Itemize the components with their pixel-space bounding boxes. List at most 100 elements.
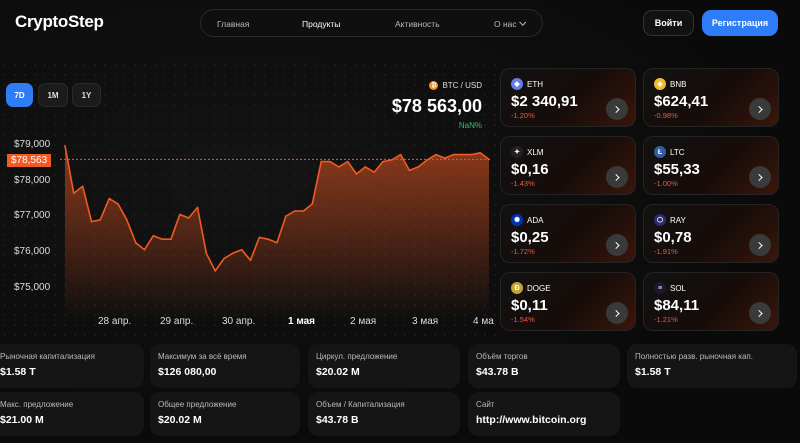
price-point: [205, 252, 208, 255]
x-tick: 1 мая: [288, 316, 316, 327]
chevron-right-icon: [612, 309, 620, 317]
coin-price: $0,25: [511, 229, 549, 246]
stat-market-cap: Рыночная капитализация $1.58 T: [0, 344, 144, 388]
y-tick: $75,000: [14, 282, 51, 293]
x-tick: 29 апр.: [160, 316, 194, 327]
top-header: CryptoStep Главная Продукты Активность О…: [0, 0, 800, 46]
logo[interactable]: CryptoStep: [15, 12, 104, 31]
price-change: NaN%: [458, 121, 482, 130]
price-point: [444, 157, 446, 159]
price-point: [417, 166, 420, 168]
price-point: [408, 169, 411, 172]
coin-symbol-row: ✺ ADA: [511, 214, 543, 226]
stat-value: $126 080,00: [158, 366, 217, 378]
coin-symbol-row: Ł LTC: [654, 146, 685, 158]
x-tick: 2 мая: [350, 316, 377, 327]
price-point: [373, 171, 376, 173]
coin-card-ada[interactable]: ✺ ADA $0,25 -1.72%: [500, 204, 636, 263]
nav-about-label: О нас: [494, 19, 517, 29]
price-point: [108, 197, 110, 200]
coin-price: $2 340,91: [511, 93, 578, 110]
chevron-right-icon: [755, 241, 763, 249]
nav-products[interactable]: Продукты: [302, 19, 341, 29]
coin-symbol-row: ≡ SOL: [654, 282, 686, 294]
price-point: [196, 206, 199, 209]
coin-card-bnb[interactable]: ◈ BNB $624,41 -0.98%: [643, 68, 779, 127]
register-button[interactable]: Регистрация: [702, 10, 778, 36]
login-button[interactable]: Войти: [643, 10, 694, 36]
stat-value: $20.02 M: [316, 366, 360, 378]
coin-card-doge[interactable]: Ð DOGE $0,11 -1.54%: [500, 272, 636, 331]
xlm-icon: ✦: [511, 146, 523, 158]
coin-symbol: RAY: [670, 215, 686, 225]
open-coin-button[interactable]: [606, 302, 628, 324]
y-tick: $76,000: [14, 246, 51, 257]
coin-symbol: XLM: [527, 147, 544, 157]
stat-label: Максимум за всё время: [158, 352, 247, 361]
coin-card-eth[interactable]: ◆ ETH $2 340,91 -1.20%: [500, 68, 636, 127]
price-point: [391, 159, 393, 161]
chevron-down-icon: [518, 18, 526, 26]
stat-total-supply: Общее предложение $20.02 M: [150, 392, 300, 436]
stat-value: $1.58 T: [0, 366, 36, 378]
chevron-right-icon: [612, 173, 620, 181]
coin-symbol-row: ◈ BNB: [654, 78, 686, 90]
coin-card-ray[interactable]: ⬡ RAY $0,78 -1.91%: [643, 204, 779, 263]
range-7d-button[interactable]: 7D: [6, 83, 33, 107]
price-point: [452, 153, 455, 156]
coin-symbol-row: ✦ XLM: [511, 146, 543, 158]
stat-max-supply: Макс. предложение $21.00 M: [0, 392, 144, 436]
coin-change: -1.54%: [511, 315, 535, 324]
chevron-right-icon: [755, 173, 763, 181]
open-coin-button[interactable]: [606, 98, 628, 120]
nav-activity[interactable]: Активность: [395, 19, 440, 29]
ada-icon: ✺: [511, 214, 523, 226]
stat-label: Объём торгов: [476, 352, 528, 361]
price-point: [99, 219, 102, 221]
price-point: [179, 213, 181, 216]
coin-price: $84,11: [654, 297, 700, 314]
nav-about[interactable]: О нас: [494, 18, 526, 29]
price-point: [426, 159, 429, 161]
current-price: $78 563,00: [391, 96, 482, 116]
pair-label: ₿ BTC / USD: [429, 81, 482, 90]
ray-icon: ⬡: [654, 214, 666, 226]
price-point: [382, 160, 384, 163]
stat-value: $43.78 B: [476, 366, 519, 378]
open-coin-button[interactable]: [749, 234, 771, 256]
coin-card-ltc[interactable]: Ł LTC $55,33 -1.00%: [643, 136, 779, 195]
stat-label: Рыночная капитализация: [0, 352, 95, 361]
coin-symbol: ETH: [527, 79, 543, 89]
price-chart[interactable]: [0, 70, 500, 340]
coin-card-xlm[interactable]: ✦ XLM $0,16 -1.43%: [500, 136, 636, 195]
coin-card-sol[interactable]: ≡ SOL $84,11 -1.21%: [643, 272, 779, 331]
coin-change: -1.72%: [511, 247, 535, 256]
nav-home[interactable]: Главная: [217, 19, 250, 29]
chevron-right-icon: [612, 241, 620, 249]
price-point: [488, 158, 490, 161]
open-coin-button[interactable]: [749, 166, 771, 188]
price-point: [232, 252, 234, 255]
range-1y-button[interactable]: 1Y: [72, 83, 101, 107]
stat-website: Сайт http://www.bitcoin.org: [468, 392, 620, 436]
website-link[interactable]: http://www.bitcoin.org: [476, 414, 587, 426]
coin-change: -1.21%: [654, 315, 678, 324]
price-chart-panel: 7D 1M 1Y ₿ BTC / USD $78 563,00 NaN% $78…: [0, 70, 500, 340]
open-coin-button[interactable]: [749, 302, 771, 324]
open-coin-button[interactable]: [606, 166, 628, 188]
price-point: [461, 153, 464, 156]
range-1m-button[interactable]: 1M: [38, 83, 68, 107]
stat-circulating-supply: Циркул. предложение $20.02 M: [308, 344, 460, 388]
stat-label: Макс. предложение: [0, 400, 74, 409]
price-point: [214, 270, 216, 272]
price-point: [364, 166, 367, 168]
btc-icon: ₿: [429, 81, 439, 90]
open-coin-button[interactable]: [606, 234, 628, 256]
chevron-right-icon: [755, 309, 763, 317]
coin-symbol: BNB: [670, 79, 687, 89]
price-point: [64, 145, 66, 147]
price-point: [267, 238, 270, 240]
stat-label: Циркул. предложение: [316, 352, 398, 361]
price-point: [161, 238, 163, 240]
open-coin-button[interactable]: [749, 98, 771, 120]
